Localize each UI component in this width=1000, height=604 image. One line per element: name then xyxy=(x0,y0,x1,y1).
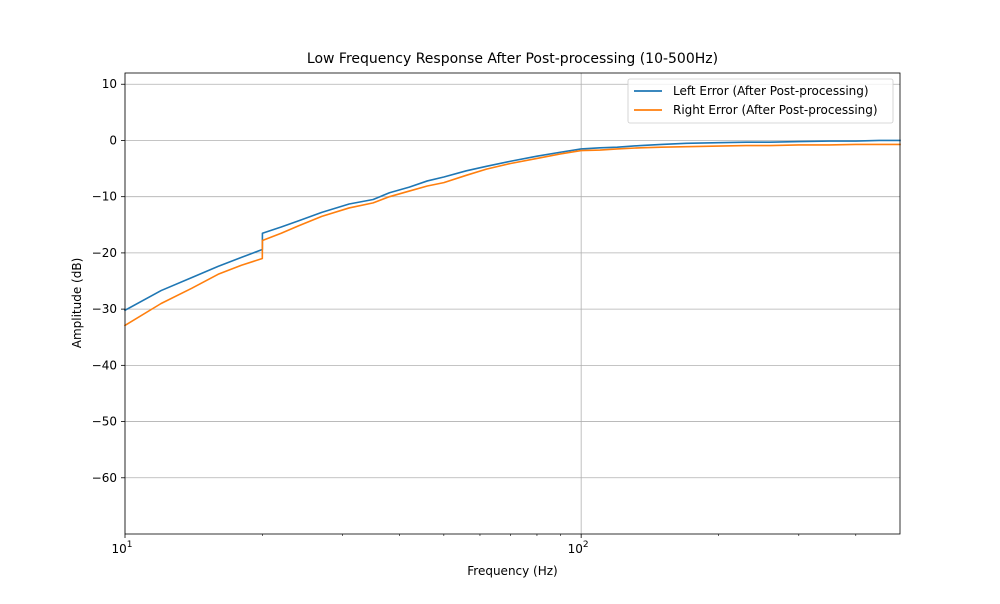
y-tick-label: 10 xyxy=(102,77,117,91)
series-line-left-error xyxy=(123,139,901,312)
y-axis-label: Amplitude (dB) xyxy=(70,258,84,349)
legend-box xyxy=(627,78,894,124)
x-tick-exponent: 2 xyxy=(583,540,589,550)
y-tick-label: 0 xyxy=(109,133,117,147)
x-tick-base: 10 xyxy=(568,542,583,556)
legend-label: Right Error (After Post-processing) xyxy=(673,103,878,117)
chart-title: Low Frequency Response After Post-proces… xyxy=(307,51,718,67)
x-tick-label: 101 xyxy=(111,540,132,556)
y-tick-label: −40 xyxy=(92,358,117,372)
legend-label: Left Error (After Post-processing) xyxy=(673,84,869,98)
y-tick-label: −10 xyxy=(92,190,117,204)
series-line-right-error xyxy=(123,143,901,327)
x-tick-base: 10 xyxy=(111,542,126,556)
series-layer xyxy=(123,139,901,327)
y-tick-label: −60 xyxy=(92,471,117,485)
x-tick-label: 102 xyxy=(568,540,589,556)
y-tick-label: −30 xyxy=(92,302,117,316)
plot-frame xyxy=(124,72,901,535)
x-tick-exponent: 1 xyxy=(127,540,133,550)
y-tick-label: −50 xyxy=(92,415,117,429)
x-axis-label: Frequency (Hz) xyxy=(467,564,558,578)
y-tick-label: −20 xyxy=(92,246,117,260)
legend: Left Error (After Post-processing) Right … xyxy=(627,78,894,124)
